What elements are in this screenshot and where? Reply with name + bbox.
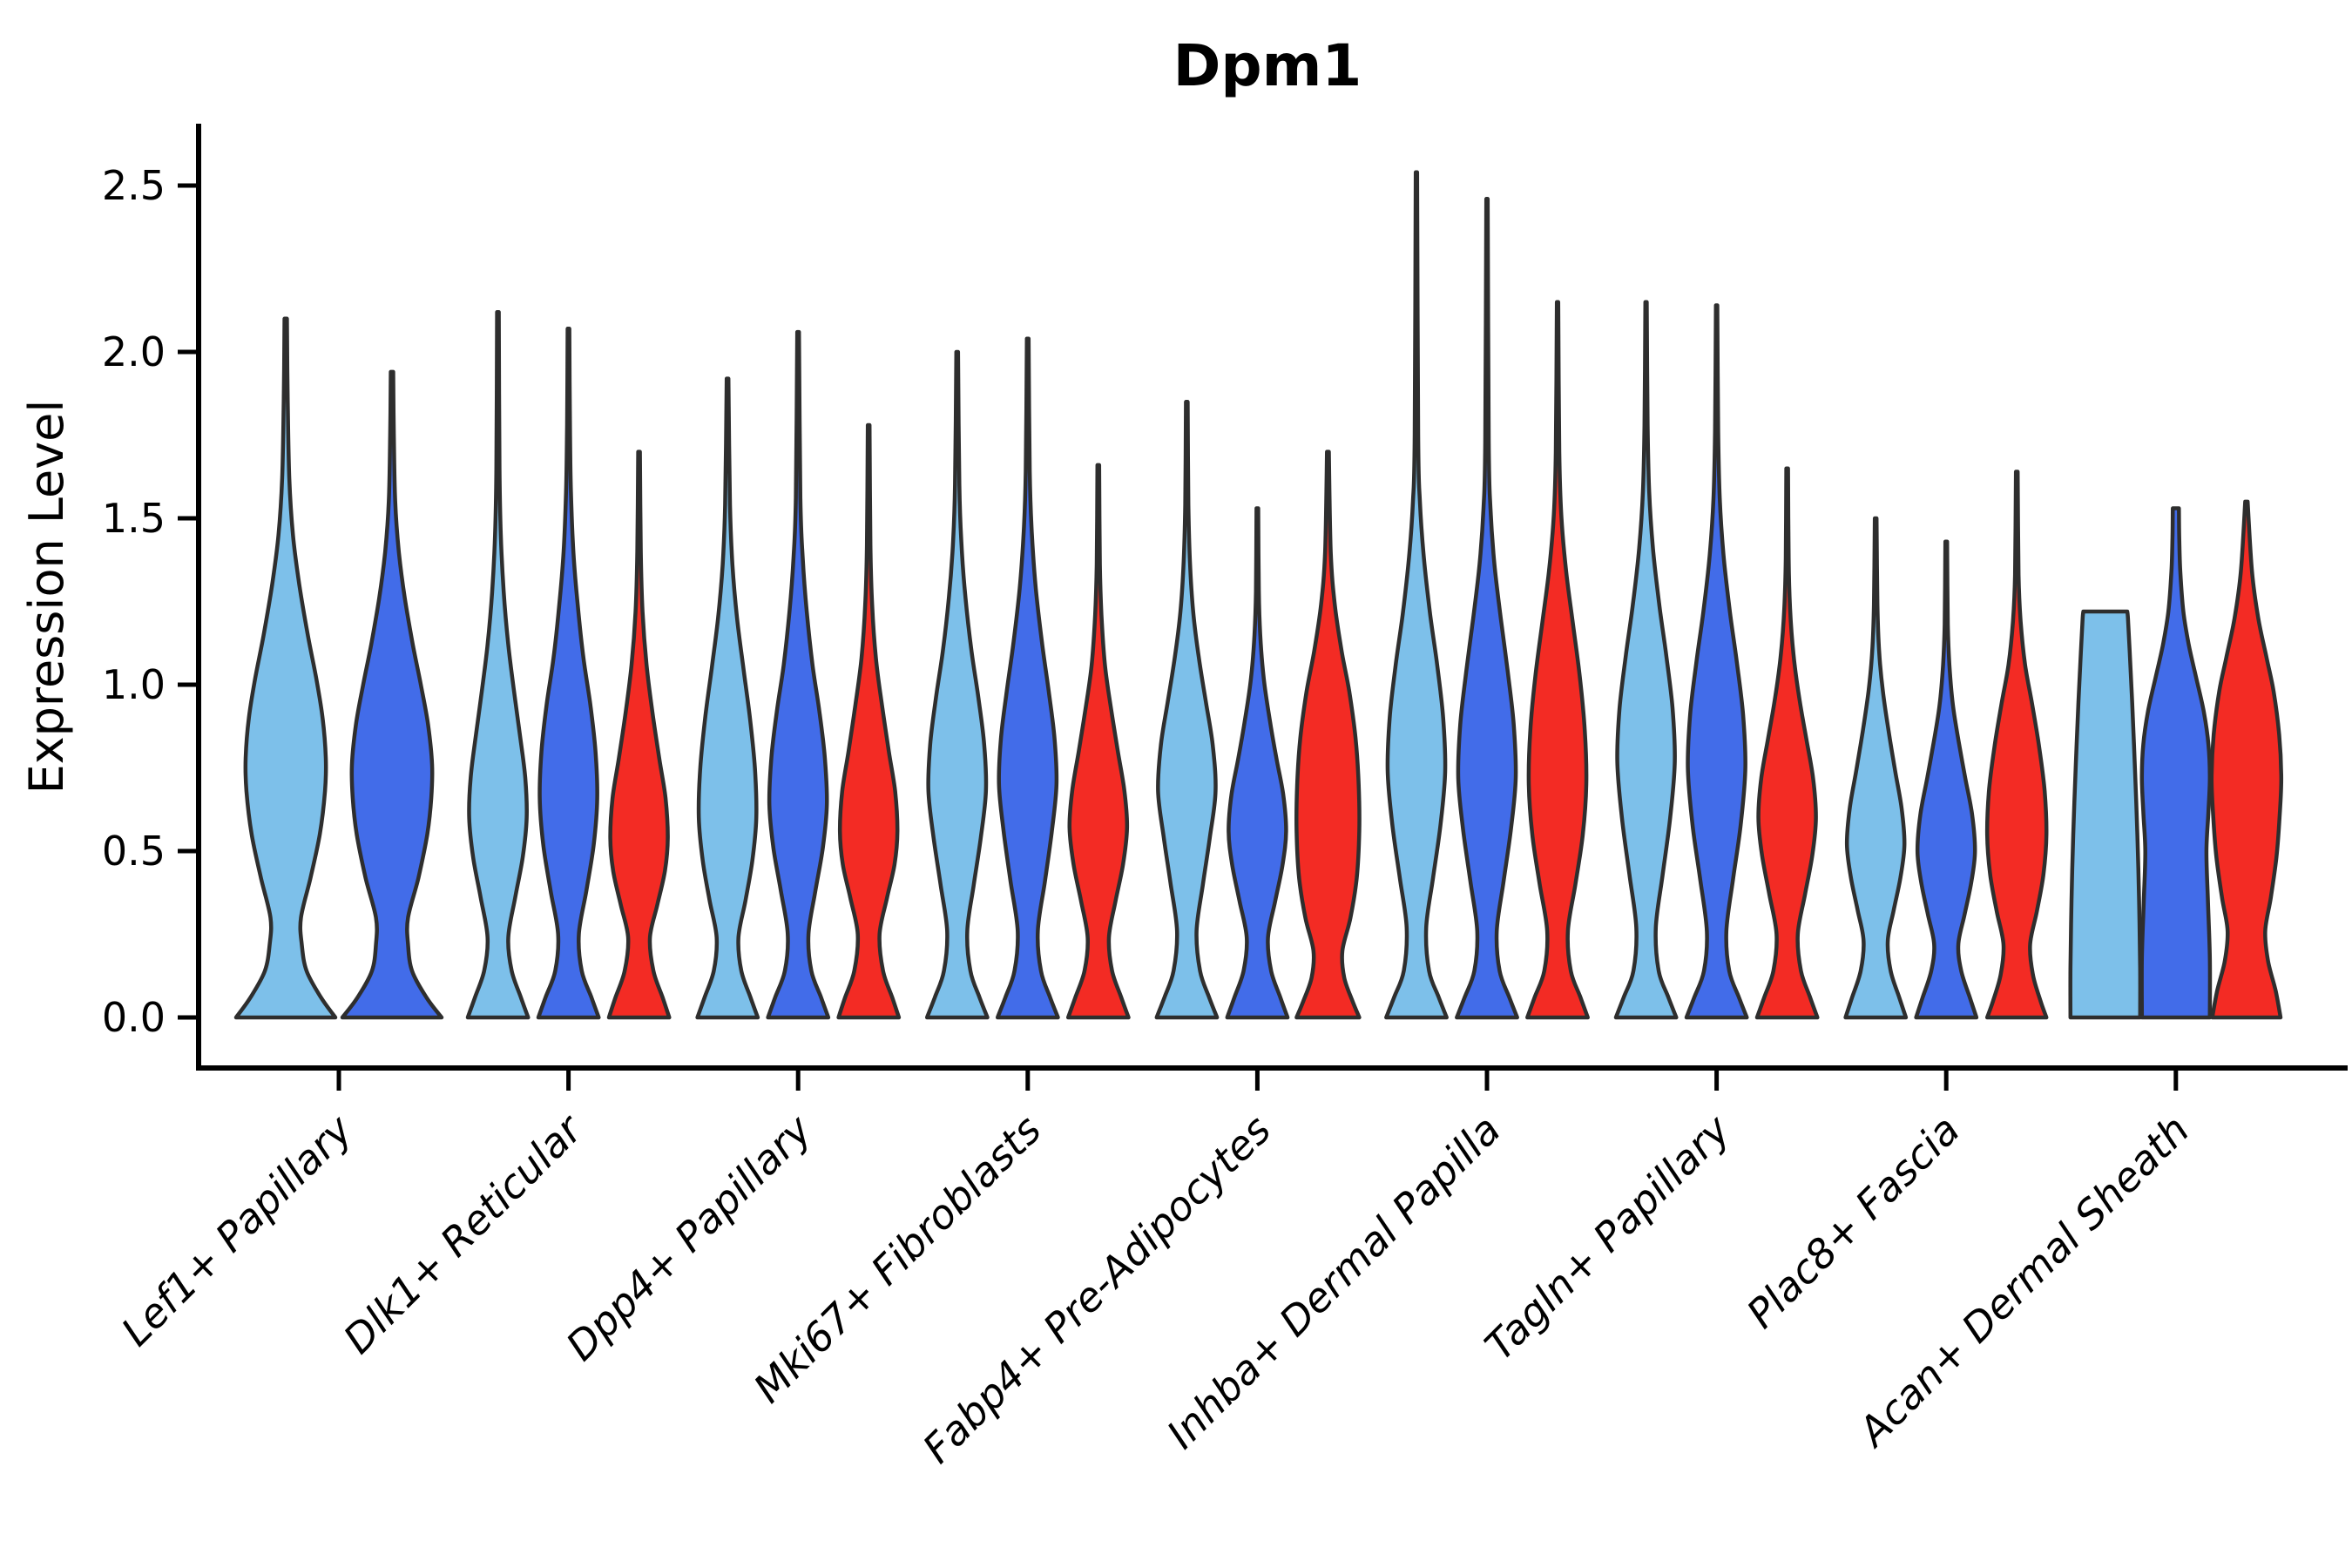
violin-plac8-s1 (1843, 516, 1909, 1020)
x-tick-label: Lef1+ Papillary (112, 1105, 362, 1355)
violin-tagln-s3 (1754, 466, 1820, 1020)
violins-layer (233, 170, 2284, 1020)
violin-mki67-s1 (924, 349, 990, 1020)
chart-title: Dpm1 (1173, 32, 1362, 99)
violin-plac8-s2 (1914, 539, 1979, 1020)
y-tick-label: 2.0 (102, 328, 166, 375)
violin-dpp4-s3 (836, 422, 902, 1020)
y-tick-label: 1.0 (102, 661, 166, 708)
y-tick-label: 1.5 (102, 495, 166, 542)
violin-fabp4-s1 (1154, 400, 1220, 1020)
violin-inhba-s1 (1384, 170, 1449, 1020)
violin-inhba-s3 (1525, 300, 1590, 1020)
violin-dpp4-s2 (766, 329, 831, 1020)
violin-dlk1-s3 (606, 449, 672, 1020)
y-axis-ticks: 0.0 0.5 1.0 1.5 2.0 2.5 (102, 162, 199, 1041)
y-axis-label: Expression Level (19, 400, 74, 794)
violin-fabp4-s2 (1225, 506, 1290, 1020)
violin-dlk1-s1 (465, 309, 531, 1020)
x-tick-label: Tagln+ Papillary (1476, 1105, 1740, 1369)
violin-plac8-s3 (1984, 470, 2049, 1020)
violin-lef1-s1 (233, 316, 338, 1020)
x-tick-label: Plac8+ Fascia (1738, 1106, 1969, 1337)
x-tick-label: Dpp4+ Papillary (557, 1105, 821, 1369)
y-tick-label: 2.5 (102, 162, 166, 209)
violin-acan-s1 (2068, 609, 2143, 1020)
violin-mki67-s2 (995, 336, 1060, 1020)
violin-tagln-s1 (1613, 300, 1679, 1020)
y-tick-label: 0.5 (102, 828, 166, 875)
violin-acan-s2 (2139, 506, 2213, 1020)
y-tick-label: 0.0 (102, 994, 166, 1041)
violin-dlk1-s2 (536, 327, 601, 1020)
violin-fabp4-s3 (1294, 449, 1362, 1020)
violin-acan-s3 (2209, 499, 2284, 1020)
violin-lef1-s2 (340, 369, 444, 1020)
violin-inhba-s2 (1455, 197, 1519, 1020)
x-tick-label: Dlk1+ Reticular (335, 1104, 593, 1362)
violin-dpp4-s1 (695, 376, 760, 1020)
violin-tagln-s2 (1684, 303, 1749, 1020)
violin-mki67-s3 (1065, 463, 1131, 1020)
